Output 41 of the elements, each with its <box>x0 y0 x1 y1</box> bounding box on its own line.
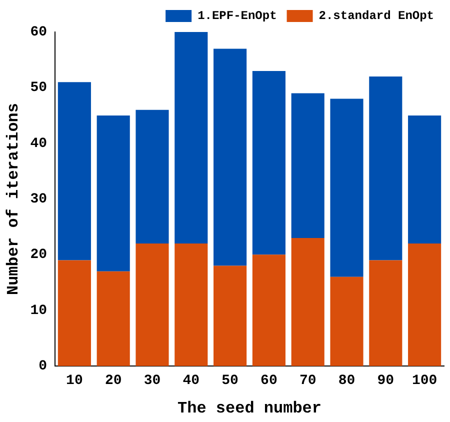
x-tick-label: 60 <box>260 372 278 389</box>
bar <box>408 244 442 366</box>
bar <box>136 110 169 244</box>
x-tick-label: 20 <box>104 372 122 389</box>
bar <box>291 238 324 366</box>
bar <box>174 32 208 244</box>
x-tick-label: 30 <box>144 372 161 389</box>
bar <box>291 93 324 238</box>
x-tick-label: 70 <box>299 372 316 389</box>
x-tick-label: 80 <box>338 372 356 389</box>
x-tick-label: 90 <box>377 372 394 389</box>
y-tick-label: 30 <box>30 192 48 208</box>
bar <box>96 116 130 272</box>
y-tick-label: 60 <box>30 24 48 41</box>
bar <box>330 276 364 366</box>
y-tick-label: 10 <box>30 302 48 319</box>
bar <box>58 260 91 366</box>
x-tick-label: 50 <box>222 372 238 389</box>
bar <box>330 98 364 277</box>
x-tick-label: 100 <box>412 372 438 389</box>
bar <box>136 244 169 366</box>
y-tick-label: 50 <box>30 80 48 96</box>
bar <box>58 82 91 260</box>
bar <box>252 70 286 255</box>
bar <box>174 244 208 366</box>
y-tick-label: 20 <box>30 247 48 264</box>
x-tick-label: 10 <box>66 372 83 389</box>
bar <box>214 266 247 366</box>
x-tick-label: 40 <box>182 372 200 389</box>
bar <box>252 254 286 366</box>
y-tick-label: 0 <box>38 358 48 375</box>
y-tick-label: 40 <box>30 136 48 152</box>
x-axis-title: The seed number <box>177 399 322 418</box>
bar <box>96 271 130 366</box>
y-axis-title: Number of iterations <box>4 102 23 296</box>
bar <box>369 260 402 366</box>
legend-label: 1.EPF-EnOpt <box>198 9 277 24</box>
bar <box>214 48 247 266</box>
legend-label: 2.standard EnOpt <box>318 9 434 24</box>
bar <box>369 76 402 260</box>
bar <box>408 116 442 244</box>
